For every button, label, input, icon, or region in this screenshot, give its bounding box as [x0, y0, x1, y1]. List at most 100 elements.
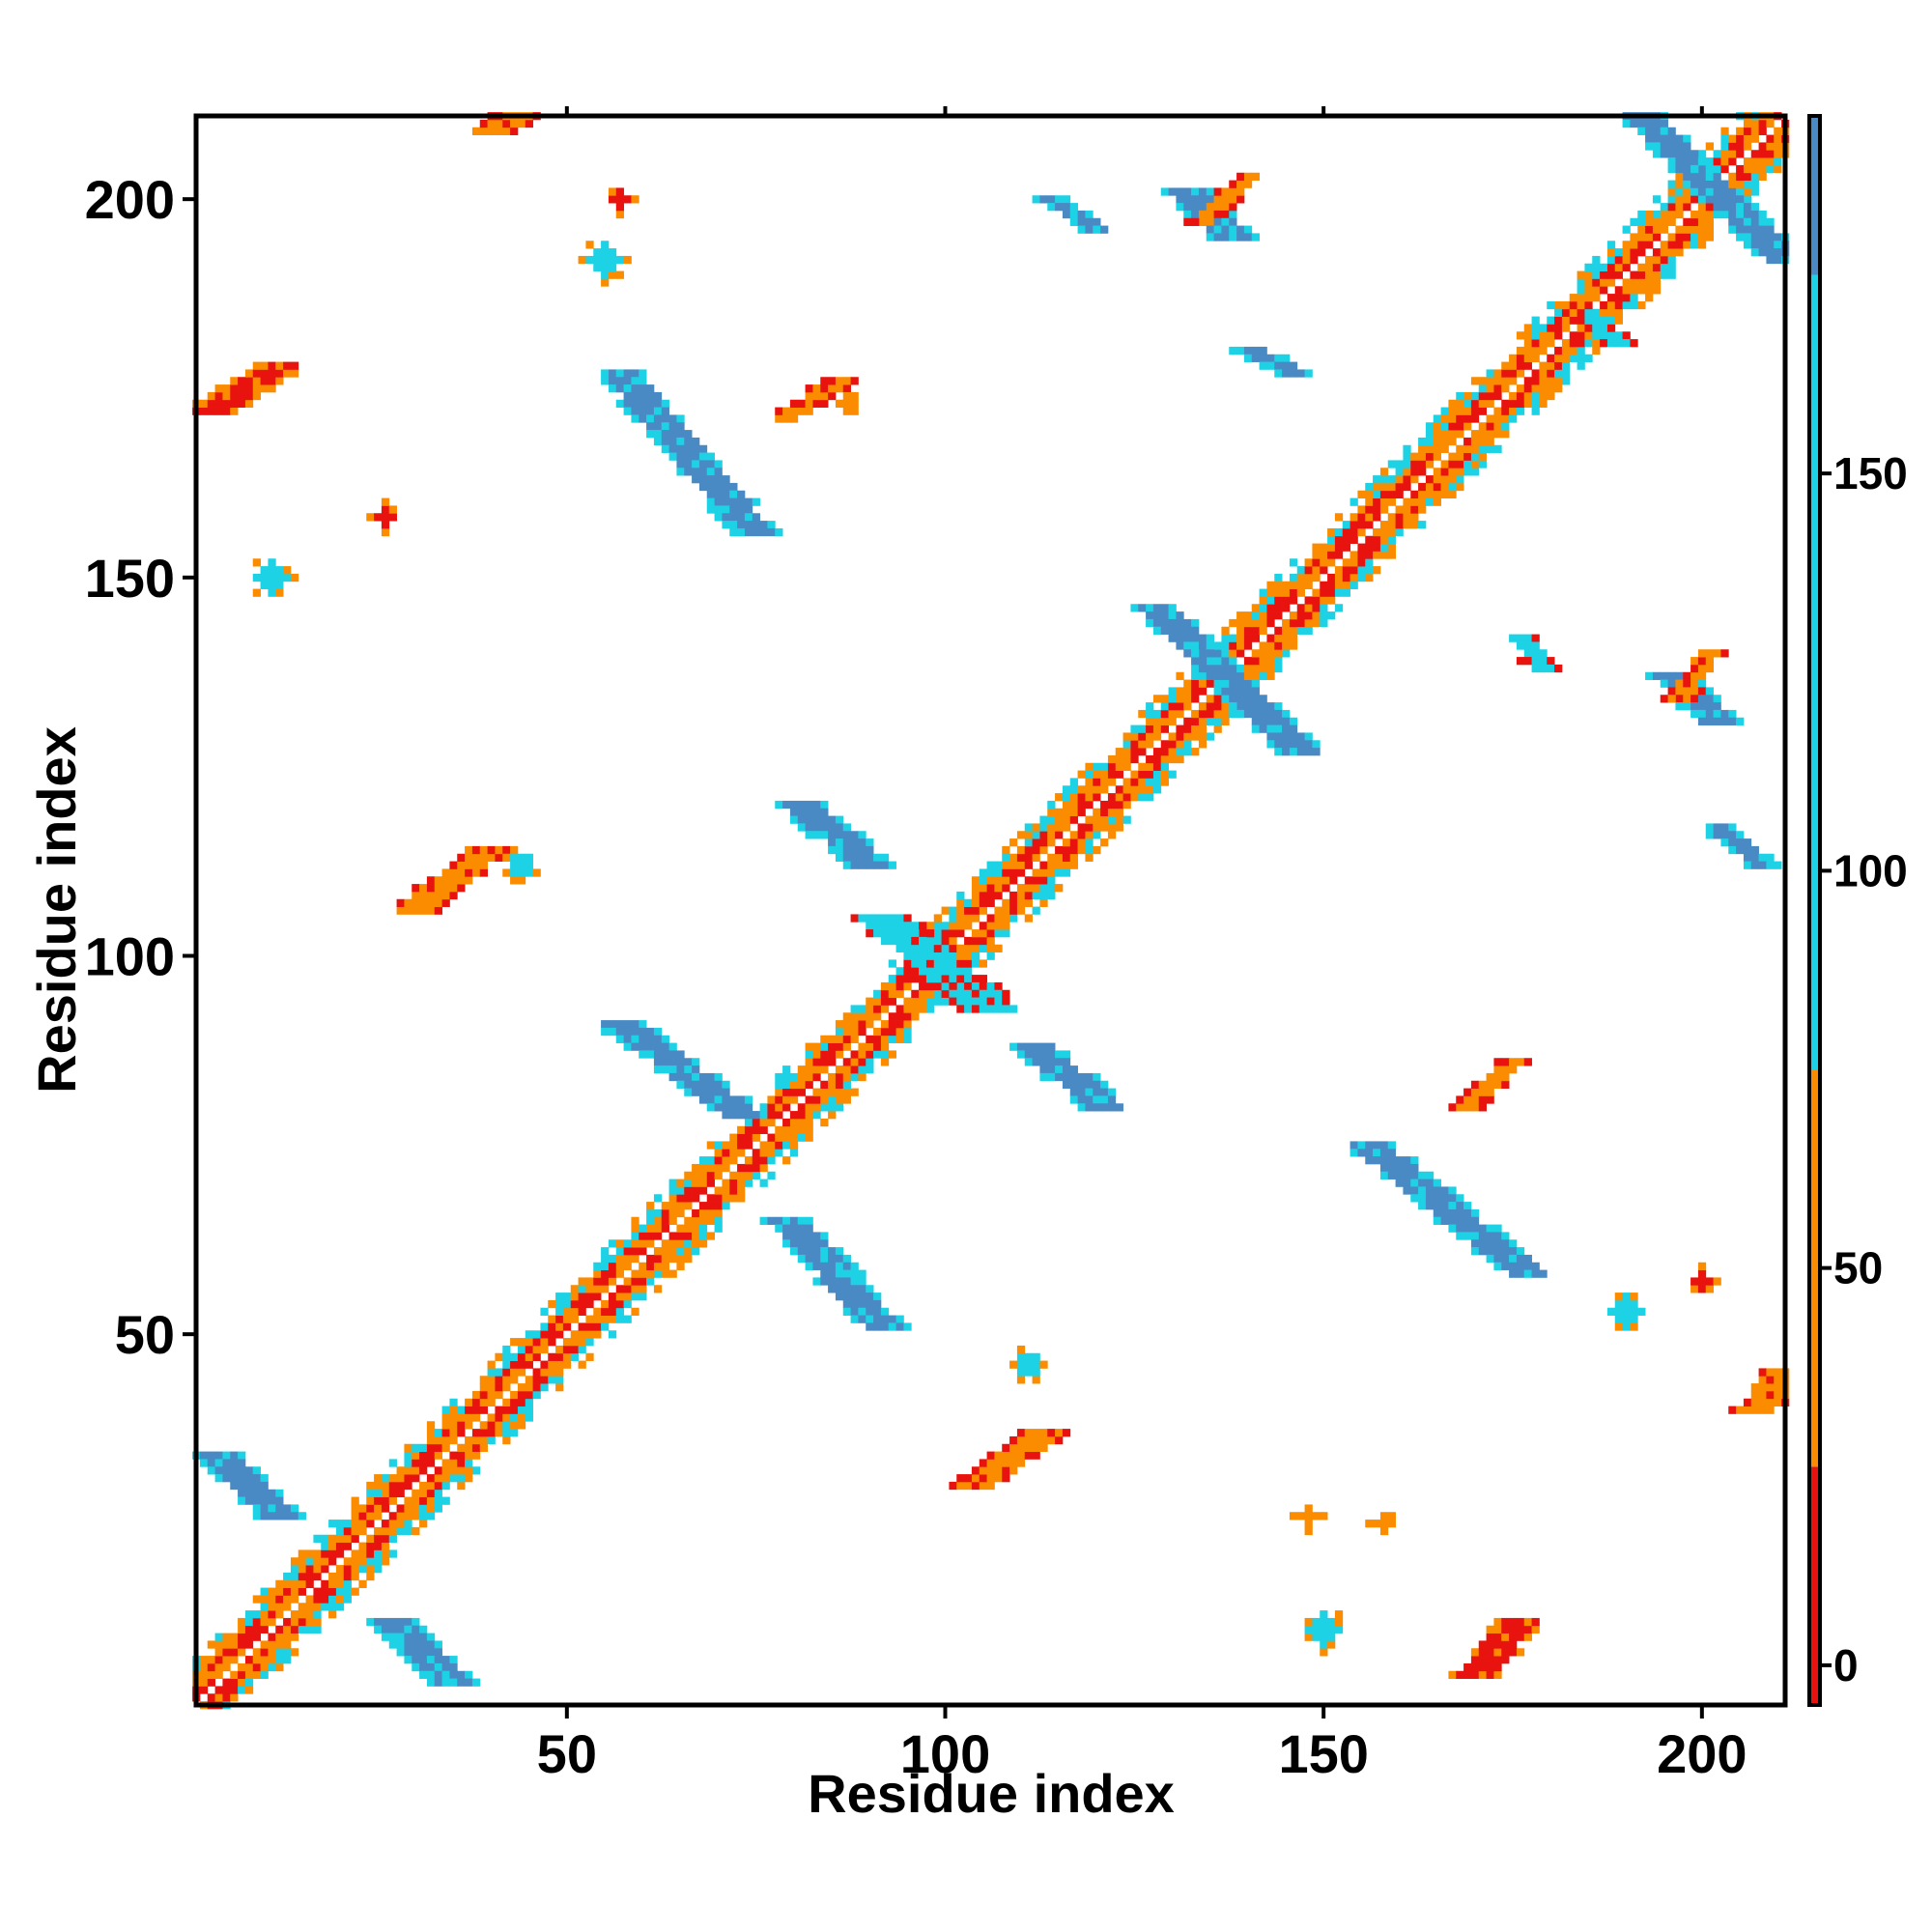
heatmap-cell [1667, 187, 1676, 196]
heatmap-cell [880, 989, 890, 998]
heatmap-cell [1160, 604, 1169, 612]
heatmap-cell [502, 127, 511, 135]
heatmap-cell [911, 1005, 920, 1013]
heatmap-cell [1774, 1368, 1782, 1377]
heatmap-cell [1365, 505, 1374, 514]
heatmap-cell [971, 876, 980, 885]
heatmap-cell [1055, 195, 1064, 204]
heatmap-cell [866, 922, 874, 930]
heatmap-cell [1470, 1239, 1480, 1248]
heatmap-cell [214, 1662, 223, 1672]
heatmap-cell [471, 1435, 481, 1445]
heatmap-cell [1690, 210, 1699, 219]
heatmap-cell [1425, 452, 1435, 461]
heatmap-cell [1009, 1435, 1018, 1445]
heatmap-cell [260, 1481, 269, 1491]
heatmap-cell [1493, 1058, 1502, 1066]
heatmap-cell [1266, 717, 1275, 725]
heatmap-cell [222, 1451, 231, 1460]
heatmap-cell [1614, 308, 1623, 317]
heatmap-cell [698, 460, 708, 469]
heatmap-cell [782, 1118, 791, 1127]
heatmap-cell [230, 399, 239, 408]
heatmap-cell [744, 497, 753, 506]
heatmap-cell [1561, 354, 1571, 362]
heatmap-cell [782, 1080, 791, 1089]
heatmap-cell [298, 1579, 306, 1588]
heatmap-cell [1213, 203, 1222, 212]
heatmap-cell [434, 906, 442, 915]
heatmap-cell [1774, 164, 1782, 174]
heatmap-cell [1320, 611, 1328, 620]
heatmap-cell [1039, 838, 1048, 847]
heatmap-cell [828, 1285, 837, 1293]
heatmap-cell [789, 414, 799, 423]
heatmap-cell [1463, 1224, 1472, 1233]
heatmap-cell [1667, 150, 1676, 158]
heatmap-cell [449, 1451, 458, 1460]
heatmap-cell [1509, 634, 1518, 642]
heatmap-cell [873, 1322, 882, 1331]
heatmap-cell [759, 1111, 768, 1120]
heatmap-cell [275, 361, 284, 370]
heatmap-cell [639, 1277, 647, 1286]
heatmap-cell [1266, 581, 1275, 589]
heatmap-cell [1191, 217, 1200, 226]
heatmap-cell [1433, 1202, 1441, 1210]
heatmap-cell [1418, 460, 1427, 469]
heatmap-cell [820, 823, 829, 832]
heatmap-cell [1683, 142, 1691, 151]
heatmap-cell [1652, 263, 1662, 271]
heatmap-cell [692, 1247, 700, 1256]
heatmap-cell [873, 1042, 882, 1051]
heatmap-cell [1062, 793, 1071, 802]
heatmap-cell [1221, 195, 1230, 204]
heatmap-cell [1282, 588, 1291, 597]
heatmap-cell [1304, 1617, 1313, 1627]
heatmap-cell [933, 981, 942, 991]
heatmap-cell [1009, 1451, 1018, 1460]
heatmap-cell [805, 1103, 813, 1112]
heatmap-cell [706, 1179, 715, 1187]
heatmap-cell [1183, 717, 1192, 725]
heatmap-cell [835, 1042, 844, 1051]
heatmap-cell [1032, 1042, 1040, 1051]
heatmap-cell [1403, 475, 1411, 484]
heatmap-cell [1766, 241, 1775, 249]
heatmap-cell [1509, 1648, 1518, 1657]
heatmap-cell [479, 1429, 488, 1437]
heatmap-cell [1047, 823, 1056, 832]
heatmap-cell [328, 1587, 337, 1596]
heatmap-cell [789, 1133, 799, 1142]
heatmap-cell [298, 1625, 306, 1634]
heatmap-cell [722, 1194, 730, 1203]
heatmap-cell [1152, 695, 1162, 703]
heatmap-cell [1243, 233, 1253, 242]
heatmap-cell [933, 952, 942, 960]
heatmap-cell [873, 914, 882, 923]
heatmap-cell [1531, 377, 1540, 385]
heatmap-cell [850, 377, 859, 385]
heatmap-cell [1705, 203, 1714, 212]
heatmap-cell [1221, 709, 1230, 719]
heatmap-cell [1024, 898, 1033, 907]
heatmap-cell [767, 527, 776, 537]
heatmap-cell [1213, 679, 1222, 688]
heatmap-cell [1418, 1202, 1427, 1210]
heatmap-cell [850, 407, 859, 415]
heatmap-cell [381, 1625, 390, 1634]
heatmap-cell [789, 808, 799, 816]
heatmap-cell [214, 1640, 223, 1649]
heatmap-cell [1282, 626, 1291, 635]
heatmap-cell [1713, 717, 1721, 725]
heatmap-cell [1750, 150, 1759, 158]
heatmap-cell [540, 1360, 549, 1369]
heatmap-cell [1683, 217, 1691, 226]
heatmap-cell [1274, 611, 1283, 620]
heatmap-cell [502, 1345, 511, 1354]
heatmap-cell [1183, 724, 1192, 733]
heatmap-cell [1600, 331, 1608, 340]
heatmap-cell [1509, 1254, 1518, 1264]
heatmap-cell [298, 1557, 306, 1566]
heatmap-cell [1675, 180, 1684, 188]
